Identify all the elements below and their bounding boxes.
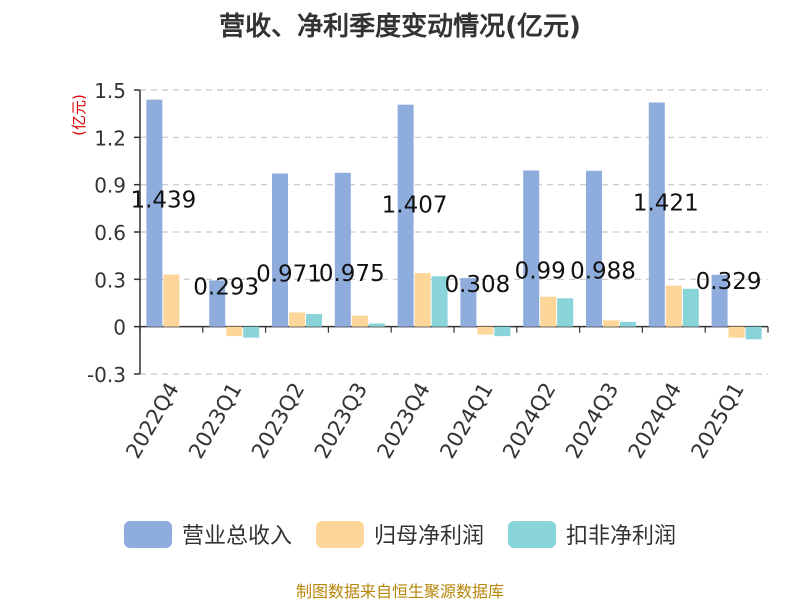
data-label: 1.439 [130, 188, 196, 214]
bar-deducted-profit [243, 326, 260, 338]
data-label: 0.308 [444, 272, 510, 298]
bar-deducted-profit [368, 323, 385, 327]
legend-item-deducted-profit[interactable]: 扣非净利润 [508, 518, 676, 550]
bar-net-profit [414, 273, 431, 327]
y-tick-label: 0.9 [94, 174, 126, 198]
legend-label-deducted-profit: 扣非净利润 [566, 524, 677, 549]
bar-revenue [648, 102, 665, 327]
bar-deducted-profit [557, 298, 574, 327]
y-axis-unit-label: (亿元) [70, 94, 88, 136]
x-tick-label: 2023Q4 [372, 378, 434, 462]
y-tick-label: 0.3 [94, 268, 126, 292]
bar-revenue [711, 274, 728, 327]
x-tick-label: 2023Q1 [184, 379, 246, 463]
data-label: 1.407 [382, 193, 448, 219]
data-label: 0.971 [256, 261, 322, 287]
y-tick-label: 1.2 [94, 126, 126, 150]
x-tick-label: 2024Q2 [498, 379, 560, 463]
legend: 营业总收入 归母净利润 扣非净利润 [0, 518, 800, 550]
bar-revenue [586, 170, 602, 327]
x-tick-label: 2022Q4 [121, 379, 183, 463]
legend-swatch-deducted-profit [508, 520, 556, 548]
data-label: 1.421 [633, 190, 699, 216]
data-label: 0.975 [319, 261, 385, 287]
x-tick-label: 2024Q1 [435, 379, 497, 463]
legend-label-net-profit: 归母净利润 [373, 524, 484, 549]
bar-revenue [334, 172, 351, 327]
legend-swatch-net-profit [315, 520, 364, 548]
bar-net-profit [351, 315, 368, 327]
bar-net-profit [665, 285, 682, 327]
legend-swatch-revenue [123, 520, 172, 548]
y-tick-label: 0.6 [94, 221, 126, 245]
bar-net-profit [728, 326, 745, 338]
x-tick-label: 2023Q2 [247, 379, 309, 463]
legend-item-net-profit[interactable]: 归母净利润 [315, 518, 484, 550]
bar-net-profit [289, 312, 305, 327]
bar-revenue [209, 280, 226, 327]
bar-revenue [523, 170, 540, 327]
data-label: 0.99 [515, 258, 566, 284]
legend-label-revenue: 营业总收入 [181, 524, 292, 549]
data-label: 0.293 [193, 274, 259, 300]
chart-title: 营收、净利季度变动情况(亿元) [219, 12, 581, 42]
grid-lines [140, 89, 768, 375]
bar-deducted-profit [306, 314, 322, 327]
bar-net-profit [163, 274, 180, 327]
bar-deducted-profit [431, 276, 448, 327]
bar-revenue [272, 173, 288, 327]
bar-deducted-profit [620, 321, 636, 327]
data-label: 0.329 [696, 269, 762, 295]
bar-revenue [460, 278, 477, 327]
data-source-note: 制图数据来自恒生聚源数据库 [295, 582, 504, 601]
x-tick-label: 2025Q1 [686, 379, 748, 463]
legend-item-revenue[interactable]: 营业总收入 [123, 518, 292, 550]
bar-net-profit [226, 326, 243, 337]
bars [146, 99, 762, 340]
y-tick-label: 1.5 [94, 79, 126, 103]
bar-revenue [397, 104, 414, 327]
y-tick-label: 0 [113, 316, 126, 340]
bar-deducted-profit [745, 326, 762, 340]
x-tick-label: 2023Q3 [310, 379, 372, 463]
bar-net-profit [477, 326, 494, 335]
bar-net-profit [540, 296, 557, 327]
x-tick-label: 2024Q3 [561, 379, 623, 463]
data-label: 0.988 [570, 259, 636, 285]
bar-revenue [146, 99, 163, 327]
x-tick-label: 2024Q4 [624, 379, 686, 463]
bar-deducted-profit [682, 288, 699, 327]
bar-net-profit [603, 320, 619, 327]
bar-deducted-profit [494, 326, 511, 337]
y-tick-label: -0.3 [87, 363, 126, 387]
